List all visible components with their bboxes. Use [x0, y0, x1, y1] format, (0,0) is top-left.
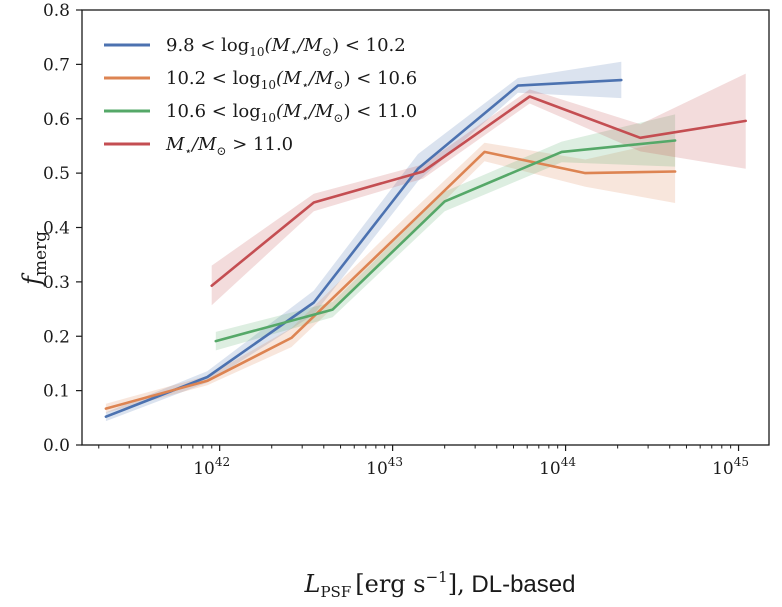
x-tick-exp: 42: [215, 455, 230, 469]
y-tick-label: 0.8: [43, 1, 70, 21]
legend-label-part: /M: [307, 68, 334, 89]
legend-label-part: 10: [261, 78, 276, 92]
y-tick-label: 0.5: [43, 164, 70, 184]
legend-label-part: ) < 11.0: [344, 101, 418, 122]
x-axis-label-suffix: DL-based: [465, 571, 576, 598]
legend-label-part: (M: [265, 35, 291, 56]
x-axis-label-exp: −1: [426, 568, 448, 586]
y-tick-label: 0.4: [43, 219, 70, 239]
y-tick-label: 0.1: [43, 382, 70, 402]
legend-label-part: ⊙: [333, 78, 343, 92]
legend-label-part: 10.6 < log: [166, 101, 261, 122]
y-tick-label: 0.0: [43, 436, 70, 456]
legend-label-part: ⋆: [301, 78, 309, 92]
legend-label-part: > 11.0: [227, 134, 294, 155]
x-tick-base: 10: [366, 459, 388, 479]
legend-label-part: 10.2 < log: [166, 68, 261, 89]
legend-label-part: 9.8 < log: [166, 35, 249, 56]
series-band-2: [105, 139, 676, 413]
legend-label-part: ⊙: [333, 111, 343, 125]
legend-label-1: 9.8 < log10(M⋆/M⊙) < 10.2: [166, 35, 406, 59]
legend-label-part: ⊙: [322, 45, 332, 59]
x-tick-exp: 45: [734, 455, 749, 469]
legend-label-part: (M: [276, 68, 302, 89]
legend-label-part: ⋆: [290, 45, 298, 59]
x-tick-base: 10: [712, 459, 734, 479]
legend-label-part: ⋆: [301, 111, 309, 125]
confidence-bands: [105, 61, 746, 422]
x-tick-exp: 44: [561, 455, 577, 469]
x-axis-label-sub: PSF: [320, 583, 351, 601]
x-axis-ticks: 1042 1043 1044 1045: [98, 445, 749, 479]
x-tick-base: 10: [539, 459, 561, 479]
series-line-2: [104, 150, 677, 410]
y-tick-label: 0.2: [43, 327, 70, 347]
y-tick-label: 0.6: [43, 110, 70, 130]
y-tick-label: 0.7: [43, 55, 70, 75]
legend-label-part: /M: [190, 134, 217, 155]
legend-label-part: ⊙: [216, 144, 226, 158]
x-tick-label: 1042: [193, 455, 230, 479]
series-band-4: [211, 73, 746, 306]
legend-label-part: M: [165, 134, 185, 155]
series-line-4: [210, 95, 748, 288]
legend: 9.8 < log10(M⋆/M⊙) < 10.210.2 < log10(M⋆…: [104, 35, 417, 158]
y-axis-ticks: 0.0 0.1 0.2 0.3 0.4 0.5 0.6 0.7 0.8: [43, 1, 82, 456]
legend-label-2: 10.2 < log10(M⋆/M⊙) < 10.6: [166, 68, 417, 92]
legend-label-3: 10.6 < log10(M⋆/M⊙) < 11.0: [166, 101, 417, 125]
legend-label-part: ) < 10.2: [332, 35, 406, 56]
series-band-1: [105, 61, 622, 422]
legend-label-part: ) < 10.6: [344, 68, 418, 89]
x-axis-label-close: ],: [448, 570, 465, 598]
series-band-3: [215, 114, 676, 351]
x-axis-label-unit: [erg s: [355, 570, 425, 598]
x-axis-label: LPSF [erg s−1], DL-based: [304, 568, 576, 601]
series-lines: [104, 78, 748, 419]
legend-label-part: 10: [261, 111, 276, 125]
series-line-1: [104, 78, 623, 419]
legend-label-part: 10: [249, 45, 264, 59]
legend-label-part: /M: [296, 35, 323, 56]
y-axis-label-sub: merg: [31, 231, 51, 276]
legend-label-part: (M: [276, 101, 302, 122]
x-tick-label: 1043: [366, 455, 403, 479]
series-line-3: [214, 139, 677, 343]
legend-label-4: M⋆/M⊙ > 11.0: [165, 134, 293, 158]
x-axis-label-var: L: [304, 570, 321, 598]
legend-label-part: ⋆: [184, 144, 192, 158]
x-tick-label: 1044: [539, 455, 576, 479]
legend-label-part: /M: [307, 101, 334, 122]
x-tick-exp: 43: [388, 455, 403, 469]
x-tick-base: 10: [193, 459, 215, 479]
x-tick-label: 1045: [712, 455, 749, 479]
y-tick-label: 0.3: [43, 273, 70, 293]
